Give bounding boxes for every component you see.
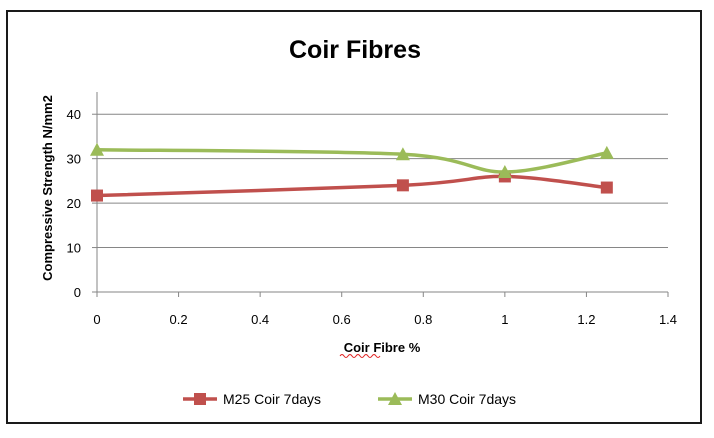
- data-point: [395, 147, 410, 161]
- x-tick-label: 0.6: [333, 312, 351, 327]
- data-point: [497, 165, 512, 178]
- x-tick-label: 1.2: [577, 312, 595, 327]
- x-tick-label: 1.4: [659, 312, 677, 327]
- data-point: [396, 179, 409, 192]
- y-tick-label: 10: [67, 241, 81, 256]
- series: [90, 142, 614, 202]
- data-point: [599, 145, 614, 159]
- x-tick-label: 0.8: [414, 312, 432, 327]
- series-2: [90, 142, 614, 178]
- data-point: [91, 189, 103, 202]
- legend-marker: [388, 392, 402, 405]
- x-tick-label: 0: [93, 312, 100, 327]
- legend-item: M25 Coir 7days: [183, 391, 321, 407]
- legend: M25 Coir 7days M30 Coir 7days: [183, 391, 516, 407]
- x-tick-label: 1: [501, 312, 508, 327]
- x-tick-label: 0.2: [170, 312, 188, 327]
- spellcheck-underline: [339, 354, 381, 358]
- y-tick-label: 20: [67, 196, 81, 211]
- x-axis-title: Coir Fibre %: [344, 340, 421, 355]
- y-tick-label: 0: [74, 285, 81, 300]
- legend-label: M30 Coir 7days: [418, 391, 516, 407]
- data-point: [600, 181, 613, 194]
- y-tick-label: 30: [67, 152, 81, 167]
- gridlines: [92, 113, 669, 297]
- legend-item: M30 Coir 7days: [378, 391, 516, 407]
- series-1: [91, 170, 613, 202]
- series-line: [96, 148, 608, 174]
- tick-labels: 0 10 20 30 40 0 0.2 0.4 0.6 0.8 1 1.2 1.4: [67, 107, 678, 327]
- chart-title: Coir Fibres: [289, 36, 421, 64]
- y-axis-title: Compressive Strength N/mm2: [40, 95, 55, 281]
- x-tick-label: 0.4: [251, 312, 269, 327]
- chart-frame: [6, 10, 702, 424]
- y-tick-label: 40: [67, 107, 81, 122]
- data-point: [90, 142, 104, 156]
- legend-marker: [194, 393, 206, 405]
- series-line: [96, 174, 608, 198]
- legend-label: M25 Coir 7days: [223, 391, 321, 407]
